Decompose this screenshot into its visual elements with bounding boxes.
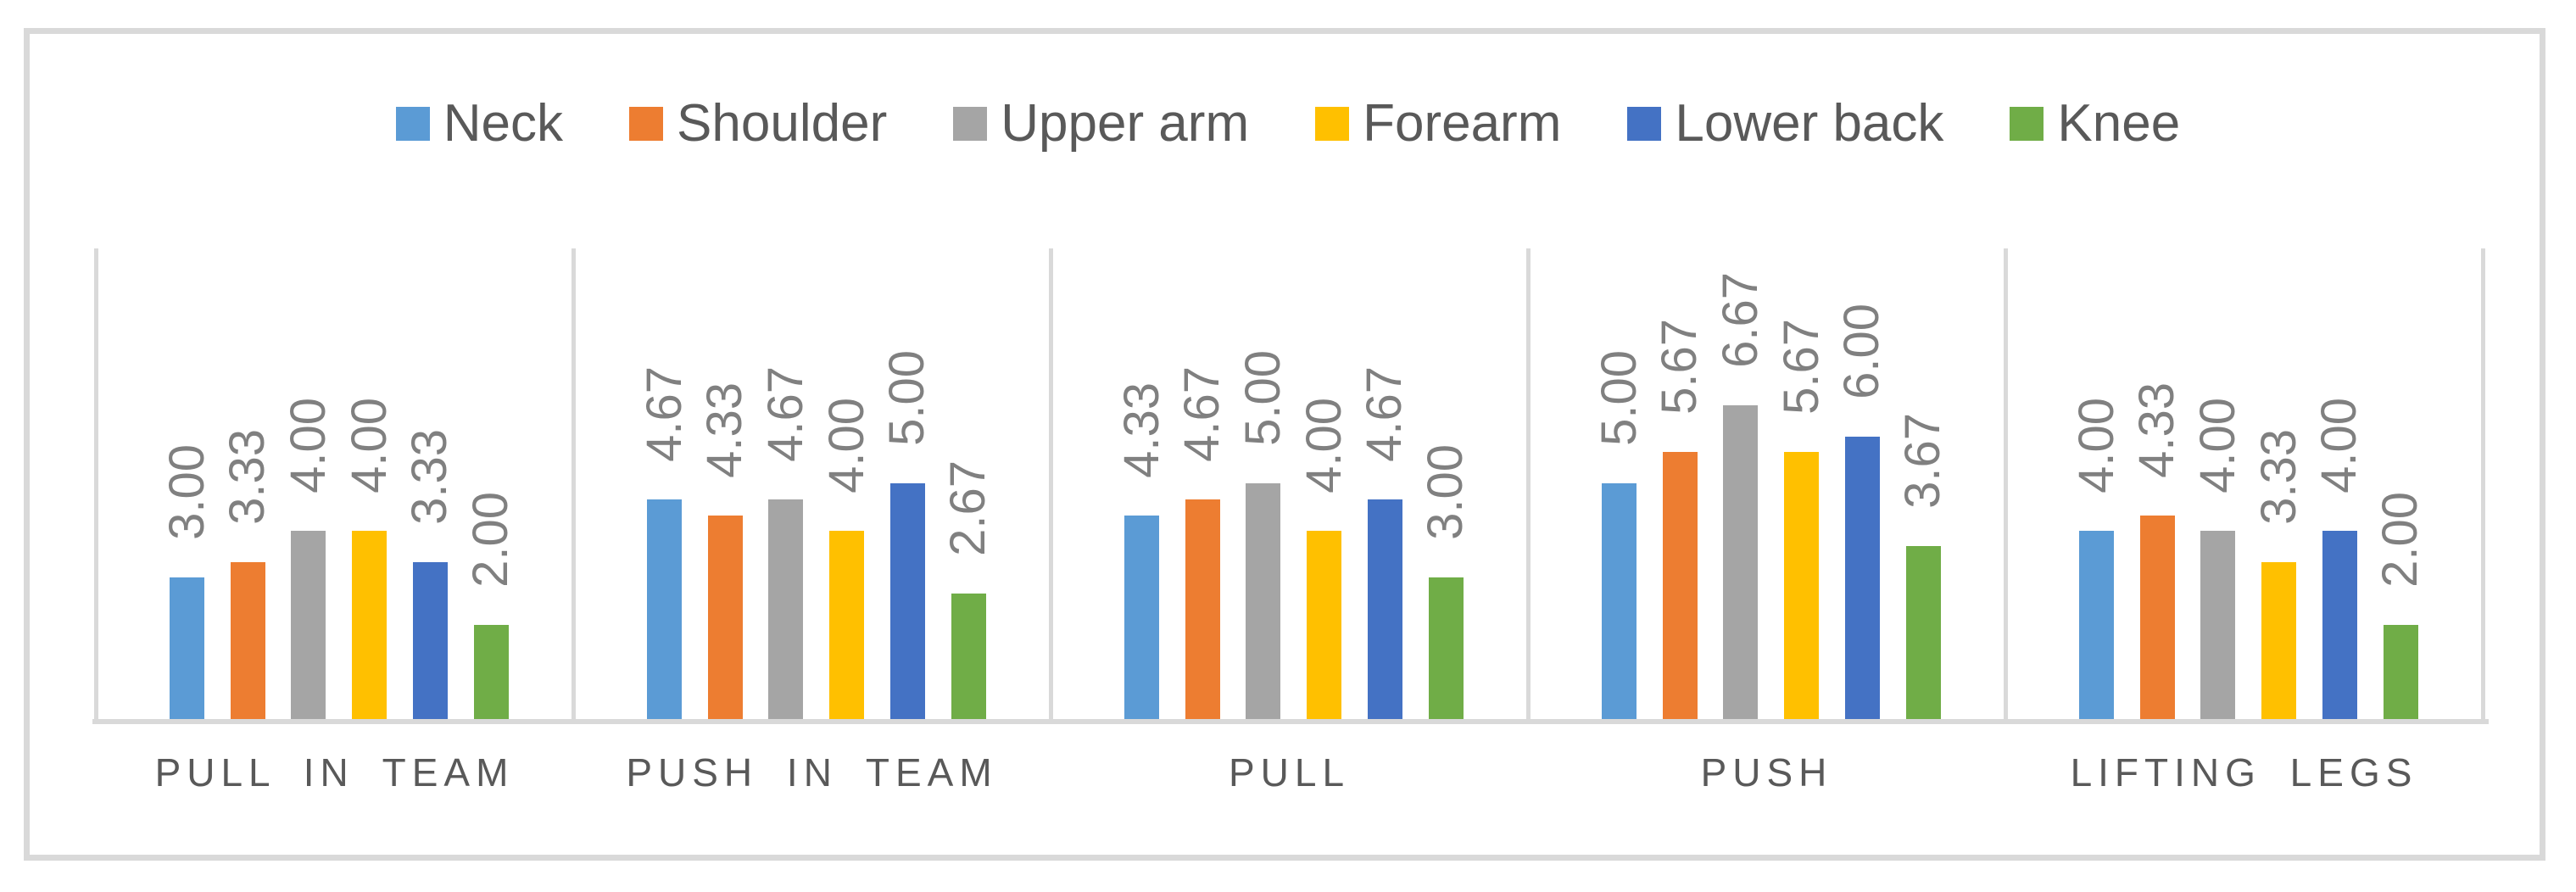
legend-label: Forearm bbox=[1363, 94, 1562, 153]
legend-swatch-icon bbox=[2010, 107, 2044, 142]
category-separator-line bbox=[572, 248, 576, 719]
bar bbox=[768, 499, 803, 719]
bar bbox=[1429, 577, 1464, 719]
bar-value-label: 5.00 bbox=[1235, 350, 1291, 446]
bar bbox=[1602, 483, 1636, 719]
bar-value-label: 5.67 bbox=[1652, 319, 1707, 415]
bar-value-label: 3.67 bbox=[1895, 413, 1950, 509]
bar-value-label: 4.00 bbox=[2311, 398, 2367, 493]
category-cell: 4.00 4.33 4.00 3.33 4.00 2.00 LIFTING LEGS bbox=[2005, 248, 2483, 794]
bar-value-label: 3.33 bbox=[402, 429, 457, 525]
bar-value-label: 2.00 bbox=[463, 492, 518, 588]
bar-value-label: 4.00 bbox=[1296, 398, 1352, 493]
category-label: PULL bbox=[1228, 750, 1351, 794]
category-separator-line bbox=[2481, 248, 2485, 719]
bar bbox=[413, 562, 448, 719]
category-cell: 4.33 4.67 5.00 4.00 4.67 3.00 PULL bbox=[1051, 248, 1528, 794]
plot-area: 3.00 3.33 4.00 4.00 3.33 2.00 PULL IN TEAM 4.67… bbox=[92, 248, 2489, 794]
figure-border bbox=[24, 28, 2545, 861]
bar bbox=[1185, 499, 1220, 719]
legend-item: Forearm bbox=[1315, 94, 1562, 153]
category-axis-line bbox=[92, 719, 2489, 724]
bar-value-label: 6.67 bbox=[1713, 272, 1768, 368]
bar bbox=[352, 531, 387, 719]
legend-label: Upper arm bbox=[1001, 94, 1250, 153]
legend-label: Lower back bbox=[1675, 94, 1944, 153]
bar bbox=[474, 625, 509, 719]
bar bbox=[1246, 483, 1280, 719]
legend-label: Knee bbox=[2057, 94, 2181, 153]
bar bbox=[1845, 437, 1880, 719]
bar-value-label: 6.00 bbox=[1834, 304, 1889, 399]
bar-value-label: 4.67 bbox=[758, 366, 813, 462]
bar-value-label: 3.00 bbox=[159, 444, 215, 540]
bar bbox=[1906, 546, 1941, 719]
legend-swatch-icon bbox=[395, 107, 430, 142]
category-cell: 5.00 5.67 6.67 5.67 6.00 3.67 PUSH bbox=[1528, 248, 2005, 794]
bar bbox=[170, 577, 204, 719]
bar bbox=[1124, 516, 1159, 719]
legend-item: Shoulder bbox=[629, 94, 888, 153]
bar-value-label: 4.33 bbox=[2129, 382, 2184, 478]
bar-value-label: 4.00 bbox=[281, 398, 336, 493]
legend-item: Upper arm bbox=[953, 94, 1250, 153]
bar-value-label: 4.00 bbox=[342, 398, 397, 493]
legend-swatch-icon bbox=[953, 107, 988, 142]
bar bbox=[2140, 516, 2175, 719]
bar bbox=[2261, 562, 2296, 719]
bar-value-label: 4.00 bbox=[2190, 398, 2245, 493]
legend-swatch-icon bbox=[1315, 107, 1350, 142]
bar-value-label: 5.00 bbox=[1592, 350, 1647, 446]
bar bbox=[951, 594, 986, 719]
bar bbox=[1368, 499, 1402, 719]
bar-value-label: 4.67 bbox=[1357, 366, 1412, 462]
bar-value-label: 5.67 bbox=[1774, 319, 1829, 415]
bar bbox=[2079, 531, 2114, 719]
bar-value-label: 3.00 bbox=[1418, 444, 1473, 540]
category-separator-line bbox=[1526, 248, 1531, 719]
bar bbox=[1663, 452, 1698, 719]
bar bbox=[647, 499, 682, 719]
category-separator-line bbox=[1049, 248, 1053, 719]
bar bbox=[829, 531, 864, 719]
legend-swatch-icon bbox=[1627, 107, 1662, 142]
category-cell: 4.67 4.33 4.67 4.00 5.00 2.67 PUSH IN TEAM bbox=[573, 248, 1051, 794]
legend-swatch-icon bbox=[629, 107, 664, 142]
bar bbox=[2384, 625, 2418, 719]
category-label: PUSH IN TEAM bbox=[626, 750, 998, 794]
bar bbox=[2322, 531, 2357, 719]
bar-value-label: 3.33 bbox=[220, 429, 275, 525]
bar-value-label: 3.33 bbox=[2251, 429, 2306, 525]
bar bbox=[708, 516, 743, 719]
bar-value-label: 4.67 bbox=[1174, 366, 1229, 462]
category-cell: 3.00 3.33 4.00 4.00 3.33 2.00 PULL IN TEAM bbox=[96, 248, 573, 794]
bar bbox=[291, 531, 326, 719]
bar-value-label: 2.00 bbox=[2372, 492, 2428, 588]
bar bbox=[1784, 452, 1819, 719]
category-label: PULL IN TEAM bbox=[154, 750, 515, 794]
legend-item: Lower back bbox=[1627, 94, 1944, 153]
legend-label: Neck bbox=[443, 94, 564, 153]
bar-value-label: 4.33 bbox=[697, 382, 752, 478]
bar bbox=[1307, 531, 1341, 719]
bar bbox=[2200, 531, 2235, 719]
category-label: PUSH bbox=[1700, 750, 1833, 794]
bar-value-label: 2.67 bbox=[940, 460, 995, 556]
bar bbox=[890, 483, 925, 719]
bar-value-label: 4.00 bbox=[2069, 398, 2124, 493]
bar bbox=[1723, 405, 1758, 719]
category-separator-line bbox=[2004, 248, 2008, 719]
chart-legend: Neck Shoulder Upper arm Forearm Lower back Kn… bbox=[0, 94, 2576, 153]
bar-value-label: 4.67 bbox=[637, 366, 692, 462]
category-label: LIFTING LEGS bbox=[2070, 750, 2418, 794]
legend-item: Neck bbox=[395, 94, 564, 153]
bar-value-label: 4.33 bbox=[1114, 382, 1169, 478]
legend-item: Knee bbox=[2010, 94, 2181, 153]
bar-value-label: 5.00 bbox=[879, 350, 934, 446]
category-separator-line bbox=[94, 248, 98, 719]
bar-value-label: 4.00 bbox=[819, 398, 874, 493]
legend-label: Shoulder bbox=[677, 94, 888, 153]
bar bbox=[231, 562, 265, 719]
